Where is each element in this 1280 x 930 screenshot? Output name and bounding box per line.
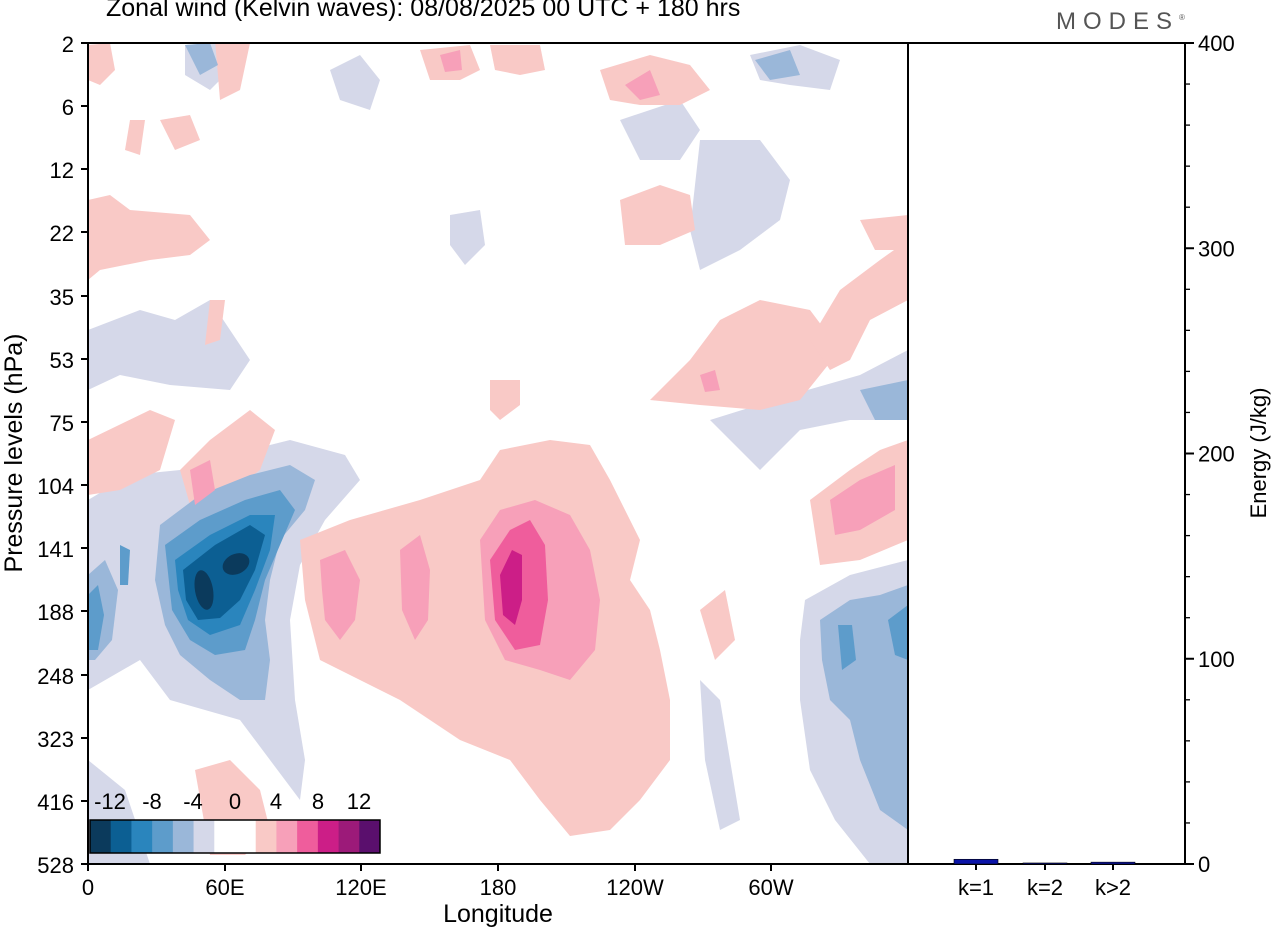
svg-text:528: 528 xyxy=(37,853,74,878)
colorbar-tick-label: -4 xyxy=(183,789,203,814)
x-tick-label: 120E xyxy=(335,864,387,900)
y-tick-label: 53 xyxy=(50,348,88,373)
svg-text:120E: 120E xyxy=(335,875,386,900)
svg-text:0: 0 xyxy=(82,875,94,900)
colorbar-cell xyxy=(152,820,174,853)
svg-text:120W: 120W xyxy=(606,875,664,900)
contour-field xyxy=(88,43,908,864)
energy-axis: 0 100 200 300 400 xyxy=(1185,31,1235,877)
energy-tick-label: 0 xyxy=(1198,852,1210,877)
y-tick-label: 104 xyxy=(37,474,88,499)
colorbar-cell xyxy=(276,820,298,853)
svg-text:22: 22 xyxy=(50,221,74,246)
y-tick-label: 2 xyxy=(62,32,88,57)
energy-categories: k=1 k=2 k>2 xyxy=(958,864,1131,900)
svg-text:6: 6 xyxy=(62,95,74,120)
x-tick-label: 120W xyxy=(606,864,664,900)
x-tick-label: 60W xyxy=(748,864,794,900)
energy-tick-label: 100 xyxy=(1198,647,1235,672)
energy-tick-label: 200 xyxy=(1198,442,1235,467)
svg-text:60W: 60W xyxy=(748,875,793,900)
svg-text:323: 323 xyxy=(37,727,74,752)
colorbar-cell xyxy=(297,820,319,853)
colorbar-cell xyxy=(235,820,257,853)
svg-text:53: 53 xyxy=(50,348,74,373)
energy-category-label: k=1 xyxy=(958,875,994,900)
colorbar: -12 -8 -4 0 4 8 12 xyxy=(89,789,381,854)
colorbar-cell xyxy=(338,820,360,853)
y-tick-label: 416 xyxy=(37,790,88,815)
colorbar-tick-label: 12 xyxy=(347,789,371,814)
energy-bar xyxy=(953,858,999,865)
y-tick-label: 248 xyxy=(37,664,88,689)
svg-text:188: 188 xyxy=(37,600,74,625)
energy-tick-label: 300 xyxy=(1198,236,1235,261)
svg-text:60E: 60E xyxy=(205,875,244,900)
svg-text:416: 416 xyxy=(37,790,74,815)
energy-bars xyxy=(953,858,1136,865)
svg-text:2: 2 xyxy=(62,32,74,57)
colorbar-tick-label: 4 xyxy=(270,789,282,814)
pressure-axis: 2 6 12 22 35 53 75 104 141 188 248 323 4… xyxy=(37,32,88,878)
colorbar-cell xyxy=(110,820,132,853)
colorbar-tick-label: 8 xyxy=(312,789,324,814)
colorbar-tick-label: -12 xyxy=(94,789,126,814)
y-tick-label: 6 xyxy=(62,95,88,120)
y-tick-label: 528 xyxy=(37,853,88,878)
energy-axis-label: Energy (J/kg) xyxy=(1246,388,1271,519)
colorbar-tick-label: -8 xyxy=(142,789,162,814)
energy-tick-label: 400 xyxy=(1198,31,1235,56)
x-tick-label: 0 xyxy=(82,864,94,900)
colorbar-cell xyxy=(214,820,236,853)
energy-category-label: k=2 xyxy=(1027,875,1063,900)
colorbar-frame xyxy=(89,819,381,854)
colorbar-cell xyxy=(172,820,194,853)
y-tick-label: 12 xyxy=(50,158,88,183)
y-tick-label: 35 xyxy=(50,285,88,310)
y-tick-label: 75 xyxy=(50,411,88,436)
energy-category-label: k>2 xyxy=(1095,875,1131,900)
energy-bar xyxy=(1090,861,1136,865)
y-tick-label: 323 xyxy=(37,727,88,752)
y-tick-label: 188 xyxy=(37,600,88,625)
svg-text:12: 12 xyxy=(50,158,74,183)
colorbar-cell xyxy=(317,820,339,853)
svg-text:180: 180 xyxy=(480,875,517,900)
x-tick-label: 60E xyxy=(205,864,245,900)
energy-panel-frame xyxy=(907,42,1186,865)
colorbar-cell xyxy=(193,820,215,853)
svg-text:248: 248 xyxy=(37,664,74,689)
svg-text:104: 104 xyxy=(37,474,74,499)
x-tick-label: 180 xyxy=(480,864,517,900)
x-axis-label: Longitude xyxy=(443,900,553,928)
energy-bar xyxy=(1022,862,1068,865)
colorbar-cell xyxy=(90,820,112,853)
y-tick-label: 141 xyxy=(37,537,88,562)
modes-logo: MODES® xyxy=(1056,8,1185,35)
y-tick-label: 22 xyxy=(50,221,88,246)
longitude-axis: 0 60E 120E 180 120W 60W xyxy=(82,864,794,900)
colorbar-cell xyxy=(359,820,381,853)
colorbar-cell xyxy=(255,820,277,853)
colorbar-cell xyxy=(131,820,153,853)
colorbar-tick-label: 0 xyxy=(229,789,241,814)
svg-text:35: 35 xyxy=(50,285,74,310)
svg-text:141: 141 xyxy=(37,537,74,562)
svg-text:75: 75 xyxy=(50,411,74,436)
y-axis-label: Pressure levels (hPa) xyxy=(0,334,28,573)
chart-title: Zonal wind (Kelvin waves): 08/08/2025 00… xyxy=(106,0,741,22)
